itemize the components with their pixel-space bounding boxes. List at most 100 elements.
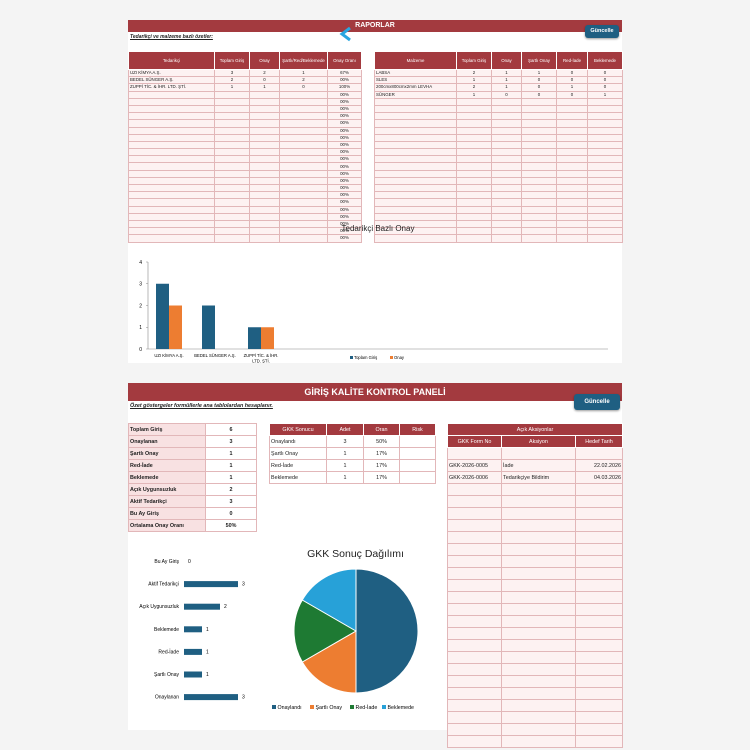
table-cell [279, 104, 328, 114]
chevron-left-icon[interactable] [339, 26, 353, 42]
table-cell [521, 155, 557, 164]
y-tick-label: Aktif Tedarikçi [148, 582, 179, 588]
table-cell: 0 [556, 76, 588, 85]
table-cell: Tedarikçiye Bildirim [501, 471, 576, 484]
table-cell [575, 687, 623, 700]
table-cell: 04.03.2026 [575, 471, 623, 484]
table-cell [249, 176, 280, 186]
table-cell: 00% [327, 212, 362, 221]
table-cell [575, 555, 623, 568]
table-row [447, 663, 623, 676]
kpi-label: Bu Ay Giriş [128, 507, 206, 520]
table-cell: 2 [279, 76, 328, 85]
table-cell [456, 205, 492, 214]
reports-update-button[interactable]: Güncelle [585, 25, 619, 38]
table-cell [575, 711, 623, 724]
table-cell [249, 104, 280, 114]
kpi-row: Açık Uygunsuzluk 2 [128, 483, 257, 496]
table-row: GKK-2026-0006 Tedarikçiye Bildirim 04.03.2… [447, 471, 623, 484]
table-cell: 00% [327, 162, 362, 171]
legend-swatch [350, 705, 354, 709]
legend-label: Şartlı Onay [316, 705, 343, 711]
y-tick-label: Onaylanan [155, 695, 179, 701]
data-label: 1 [206, 649, 209, 655]
table-cell [279, 176, 328, 186]
kpi-row: Şartlı Onay 1 [128, 447, 257, 460]
table-cell [556, 112, 588, 121]
table-cell [279, 169, 328, 178]
table-cell [556, 126, 588, 135]
table-row [374, 234, 623, 243]
table-cell: 1 [521, 68, 557, 78]
y-tick-label: 1 [139, 325, 142, 331]
table-cell: 1 [556, 83, 588, 92]
kpi-value: 1 [205, 459, 257, 472]
table-cell [556, 104, 588, 114]
table-cell: 00% [327, 176, 362, 186]
table-cell [214, 119, 250, 128]
pie-slice [293, 599, 358, 663]
table-cell [587, 97, 623, 106]
table-cell: Red-İade [269, 459, 327, 472]
table-cell [399, 447, 436, 460]
table-cell [521, 148, 557, 157]
table-cell [279, 155, 328, 164]
table-row [447, 567, 623, 580]
table-cell [249, 97, 280, 106]
table-cell [128, 191, 215, 200]
kpi-row: Ortalama Onay Oranı 50% [128, 519, 257, 532]
table-row [447, 699, 623, 712]
bar [184, 648, 202, 655]
table-row [447, 627, 623, 640]
table-row: GKK-2026-0005 İade 22.02.2026 [447, 459, 623, 472]
table-cell [491, 169, 522, 178]
table-row [447, 519, 623, 532]
table-cell [399, 459, 436, 472]
table-cell [491, 191, 522, 200]
table-cell [491, 112, 522, 121]
table-cell: 00% [327, 104, 362, 114]
material-col-header: Onay [491, 51, 522, 70]
table-cell [556, 198, 588, 207]
table-cell: 3 [326, 435, 364, 448]
pie-slice [301, 568, 357, 632]
table-cell: 00% [327, 126, 362, 135]
table-cell [447, 699, 502, 712]
table-cell [214, 176, 250, 186]
table-cell: 0 [249, 76, 280, 85]
table-cell [501, 711, 576, 724]
table-row: SLES 1 1 0 0 0 [374, 76, 623, 85]
table-row [447, 723, 623, 736]
dashboard-update-button[interactable]: Güncelle [574, 394, 620, 410]
legend-label: Onay [394, 355, 405, 360]
table-cell [214, 169, 250, 178]
table-cell: 00% [327, 191, 362, 200]
result-col-header: Risk [399, 423, 436, 436]
table-cell [214, 104, 250, 114]
table-cell [491, 212, 522, 221]
table-cell [374, 104, 457, 114]
legend-swatch [310, 705, 314, 709]
table-cell [587, 198, 623, 207]
table-cell: 0 [587, 68, 623, 78]
table-cell [491, 205, 522, 214]
table-cell [249, 198, 280, 207]
table-cell [521, 198, 557, 207]
kpi-row: Aktif Tedarikçi 3 [128, 495, 257, 508]
table-cell [214, 140, 250, 150]
table-cell: 17% [363, 471, 400, 484]
table-cell: 2 [249, 68, 280, 78]
table-row: ZUPPİ TİC. & İHR. LTD. ŞTİ. 1 1 0 100% [128, 83, 362, 92]
actions-col-header: Hedef Tarih [575, 435, 623, 448]
table-cell [279, 119, 328, 128]
table-row: 00% [128, 126, 362, 135]
table-cell [214, 205, 250, 214]
table-cell [374, 148, 457, 157]
table-cell [575, 591, 623, 604]
table-cell [491, 126, 522, 135]
table-cell: 1 [456, 90, 492, 99]
table-cell [447, 711, 502, 724]
kpi-row: Red-İade 1 [128, 459, 257, 472]
table-cell: 50% [363, 435, 400, 448]
table-cell: 17% [363, 459, 400, 472]
